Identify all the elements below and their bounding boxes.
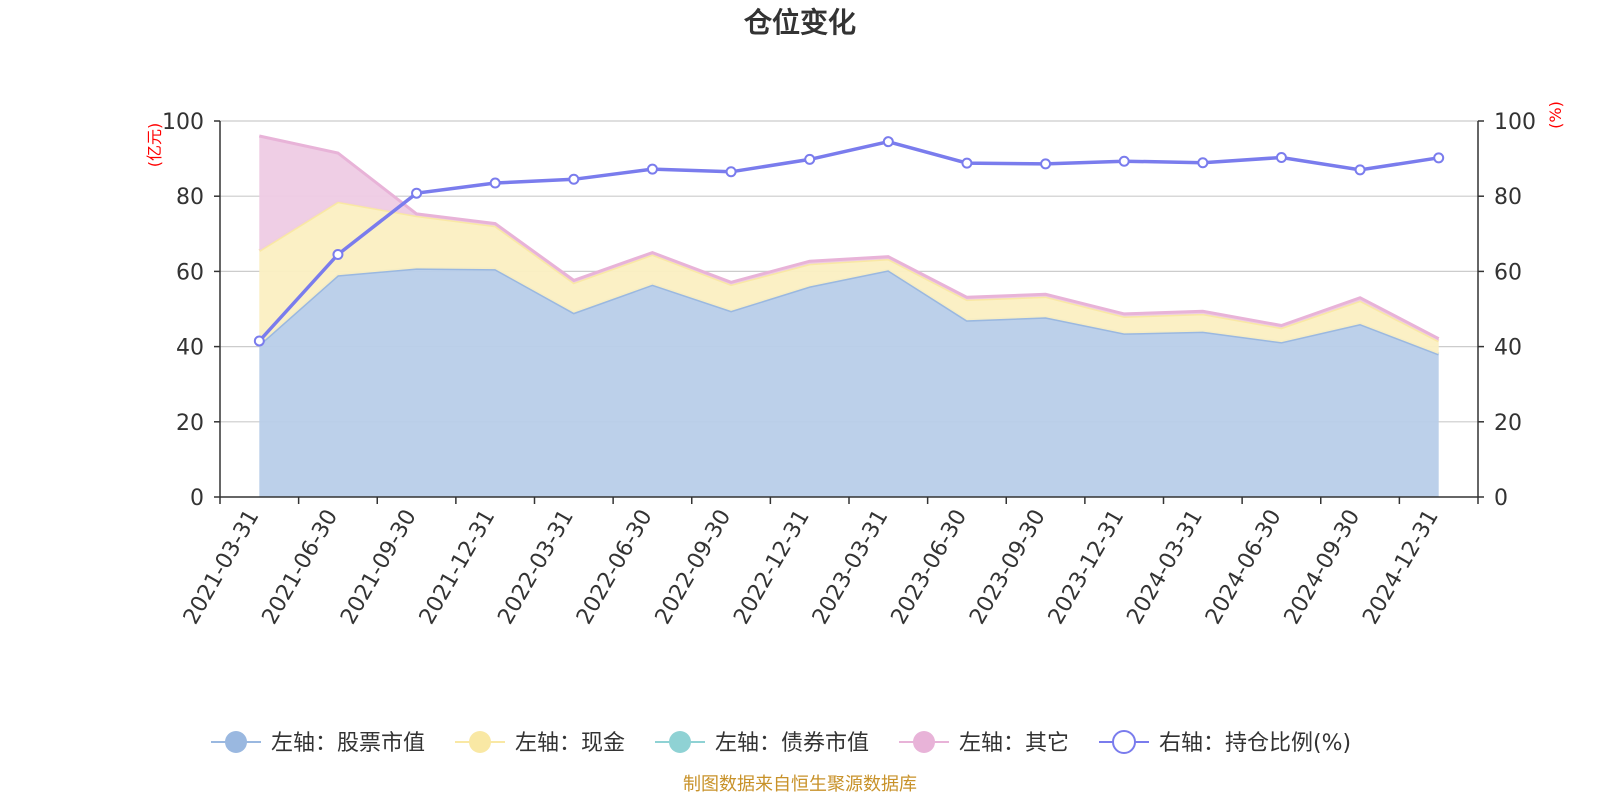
left-tick-label: 60 (176, 260, 204, 285)
ratio-point (411, 187, 423, 199)
left-tick-label: 100 (162, 110, 204, 135)
right-tick-label: 100 (1494, 110, 1536, 135)
x-tick-label: 2024-12-31 (1358, 506, 1444, 629)
legend-marker (913, 731, 935, 753)
ratio-point (1197, 157, 1209, 169)
right-tick-label: 60 (1494, 260, 1522, 285)
legend-marker (669, 731, 691, 753)
ratio-line-layer (253, 136, 1445, 347)
legend-label: 左轴：现金 (515, 731, 625, 756)
ratio-point (1275, 151, 1287, 163)
ratio-point (1354, 164, 1366, 176)
ratio-line (258, 139, 1439, 343)
area-fill-series-0 (259, 268, 1439, 497)
ratio-point (332, 248, 344, 260)
x-tick-label: 2021-06-30 (258, 506, 344, 629)
left-axis-unit: (亿元) (145, 123, 164, 168)
legend-label: 左轴：其它 (959, 731, 1069, 756)
legend: 左轴：股票市值 左轴：现金 左轴：债券市值 左轴：其它 右轴：持仓比例(%) (211, 730, 1351, 756)
legend-item-2: 左轴：债券市值 (655, 731, 869, 756)
legend-item-1: 左轴：现金 (455, 731, 625, 756)
left-tick-label: 40 (176, 336, 204, 361)
ratio-point (1040, 158, 1052, 170)
ratio-point (1118, 155, 1130, 167)
legend-label: 左轴：债券市值 (715, 731, 869, 756)
right-tick-label: 0 (1494, 486, 1508, 511)
legend-item-4: 右轴：持仓比例(%) (1099, 730, 1351, 756)
area-edge-series-1 (258, 200, 1440, 343)
x-tick-label: 2021-03-31 (179, 506, 265, 629)
ratio-point (882, 136, 894, 148)
right-tick-label: 80 (1494, 185, 1522, 210)
ratio-point (804, 153, 816, 165)
right-tick-label: 40 (1494, 336, 1522, 361)
x-tick-label: 2023-09-30 (965, 506, 1051, 629)
source-note: 制图数据来自恒生聚源数据库 (683, 774, 917, 795)
x-tick-label: 2022-12-31 (729, 506, 815, 629)
ratio-point (1433, 152, 1445, 164)
legend-item-0: 左轴：股票市值 (211, 731, 425, 756)
right-axis-unit: (%) (1546, 101, 1565, 129)
legend-item-3: 左轴：其它 (899, 731, 1069, 756)
area-edge-series-0 (258, 266, 1440, 356)
legend-label: 右轴：持仓比例(%) (1159, 731, 1351, 756)
x-tick-label: 2023-03-31 (808, 506, 894, 629)
ratio-point (646, 163, 658, 175)
ratio-point (489, 177, 501, 189)
ratio-point (725, 166, 737, 178)
x-tick-label: 2022-06-30 (572, 506, 658, 629)
x-tick-label: 2024-03-31 (1122, 506, 1208, 629)
chart-title: 仓位变化 (744, 6, 856, 39)
left-tick-label: 0 (190, 486, 204, 511)
legend-label: 左轴：股票市值 (271, 731, 425, 756)
legend-marker (469, 731, 491, 753)
x-tick-label: 2023-06-30 (887, 506, 973, 629)
x-tick-label: 2024-06-30 (1201, 506, 1287, 629)
stacked-areas (258, 134, 1440, 497)
ratio-point (253, 335, 265, 347)
left-tick-label: 20 (176, 411, 204, 436)
legend-marker-hollow (1112, 730, 1136, 754)
ratio-point (568, 173, 580, 185)
x-tick-label: 2021-12-31 (415, 506, 501, 629)
x-tick-label: 2024-09-30 (1280, 506, 1366, 629)
x-tick-label: 2022-09-30 (651, 506, 737, 629)
x-tick-label: 2021-09-30 (336, 506, 422, 629)
left-tick-label: 80 (176, 185, 204, 210)
area-edge-series-3 (258, 134, 1440, 341)
ratio-point (961, 157, 973, 169)
right-tick-label: 20 (1494, 411, 1522, 436)
x-tick-label: 2023-12-31 (1044, 506, 1130, 629)
legend-marker (225, 731, 247, 753)
x-tick-label: 2022-03-31 (493, 506, 579, 629)
